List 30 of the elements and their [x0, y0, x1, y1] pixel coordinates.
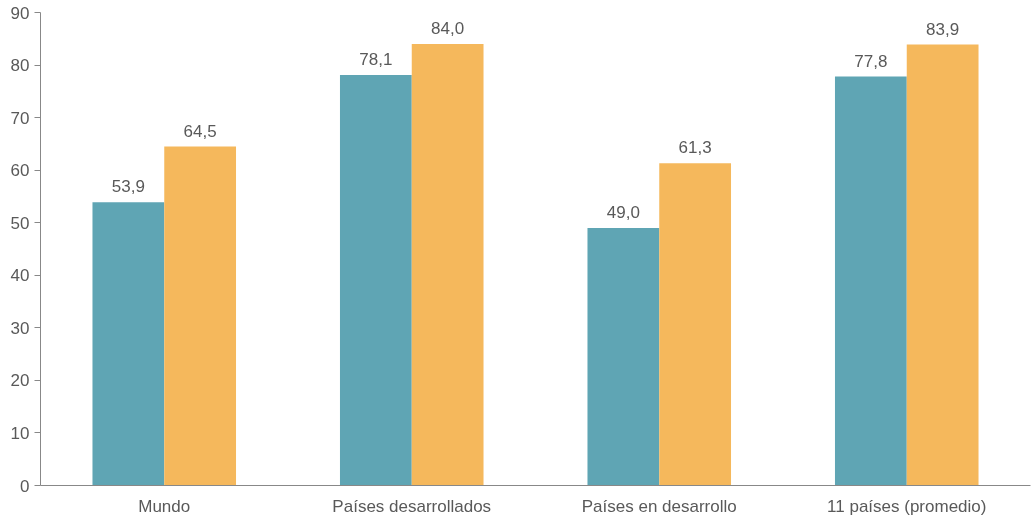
data-label: 49,0 — [606, 202, 640, 222]
bar — [587, 227, 660, 486]
data-label: 83,9 — [926, 19, 960, 39]
x-tick-label: Países desarrollados — [332, 496, 492, 516]
data-label: 78,1 — [359, 50, 393, 70]
data-label: 84,0 — [431, 19, 465, 39]
x-tick-label: Mundo — [138, 496, 191, 516]
x-tick-label: 11 países (promedio) — [827, 496, 987, 516]
y-tick-label: 0 — [20, 476, 30, 496]
data-label: 53,9 — [111, 177, 145, 197]
y-tick-label: 70 — [10, 108, 30, 128]
y-tick-label: 60 — [10, 161, 30, 181]
bar — [411, 44, 484, 486]
y-tick-label: 80 — [10, 56, 30, 76]
y-tick-label: 20 — [10, 371, 30, 391]
data-label: 61,3 — [678, 138, 712, 158]
y-tick-label: 40 — [10, 266, 30, 286]
bar — [834, 76, 907, 486]
bar — [339, 75, 412, 486]
bar — [659, 163, 732, 486]
data-label: 64,5 — [183, 121, 217, 141]
data-label: 77,8 — [854, 51, 888, 71]
bar — [92, 202, 165, 486]
bar — [164, 146, 237, 486]
y-tick-label: 30 — [10, 318, 30, 338]
y-tick-label: 10 — [10, 423, 30, 443]
bar — [906, 44, 979, 486]
x-tick-label: Países en desarrollo — [581, 496, 737, 516]
y-tick-label: 50 — [10, 213, 30, 233]
y-tick-label: 90 — [10, 3, 30, 23]
